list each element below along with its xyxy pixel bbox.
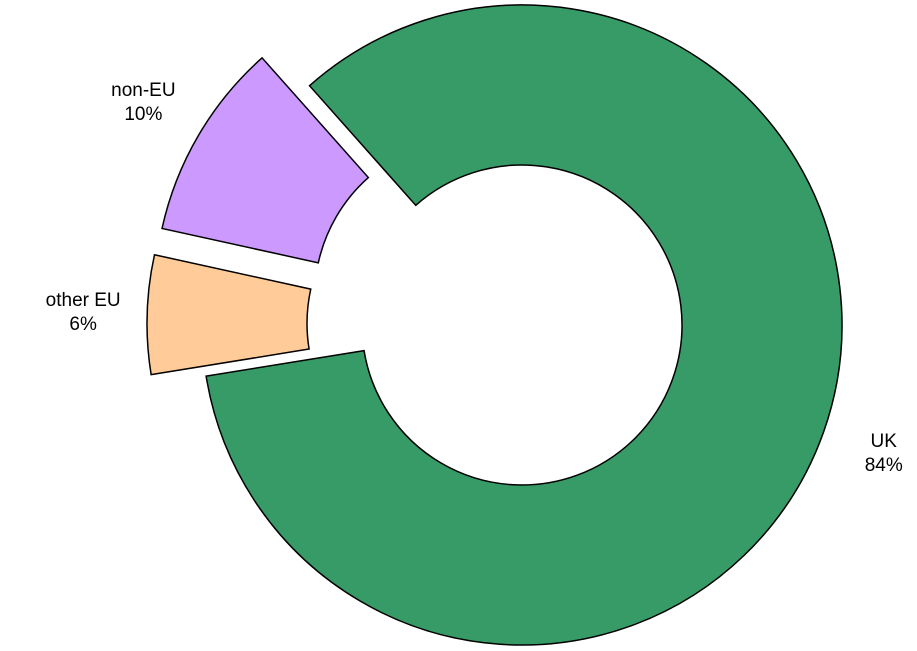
donut-slice [146,253,312,376]
donut-slice [161,56,370,264]
slice-value-label: 6% [69,314,97,335]
slice-value-label: 84% [865,455,903,476]
slice-label: other EU [46,290,121,311]
slice-label: non-EU [111,80,175,101]
slice-label: UK [871,431,898,452]
donut-slice [205,4,843,646]
slice-value-label: 10% [124,104,162,125]
